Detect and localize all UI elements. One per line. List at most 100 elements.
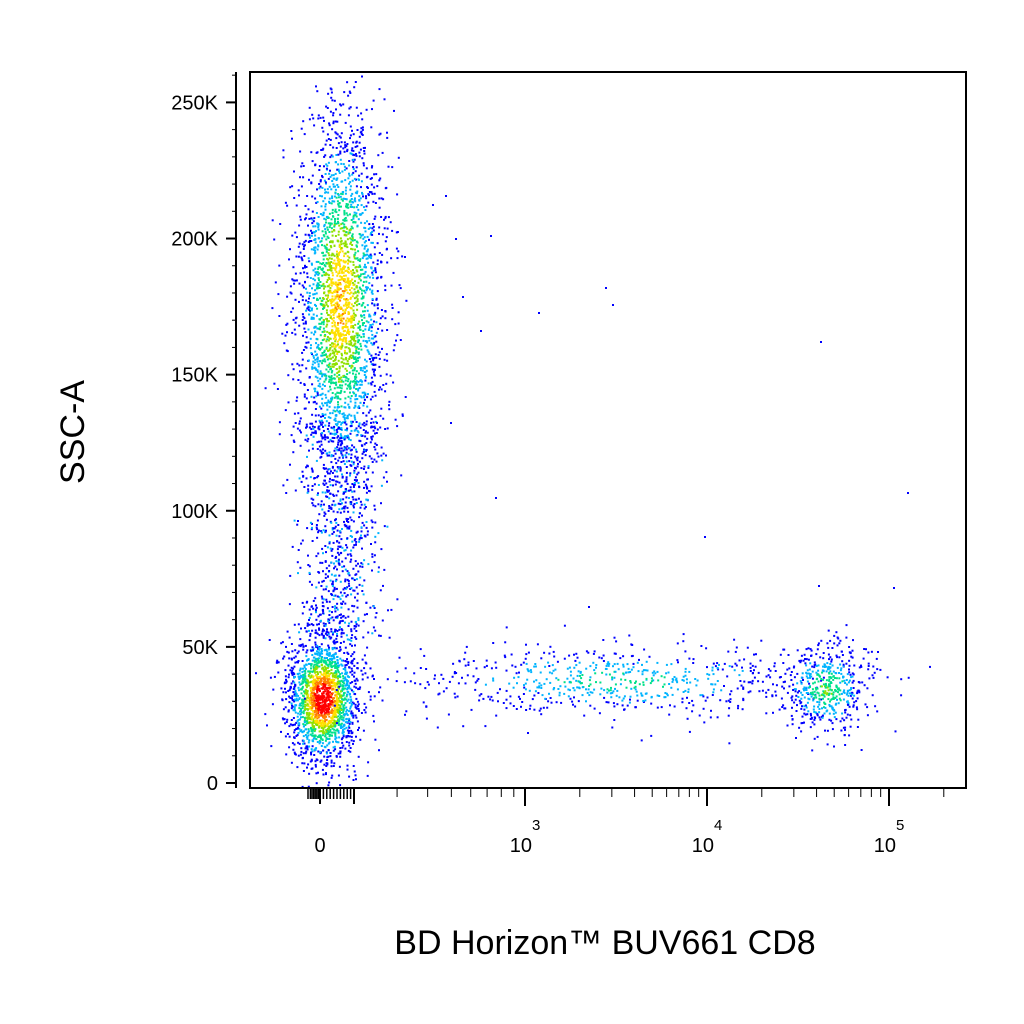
event-dot bbox=[358, 407, 361, 409]
event-dot bbox=[301, 730, 304, 733]
event-dot bbox=[339, 683, 342, 686]
event-dot bbox=[273, 382, 276, 385]
event-dot bbox=[336, 315, 339, 318]
event-dot bbox=[370, 417, 373, 420]
event-dot bbox=[359, 506, 362, 509]
event-dot bbox=[330, 700, 333, 702]
event-dot bbox=[591, 691, 594, 694]
event-dot bbox=[684, 650, 687, 653]
event-dot bbox=[286, 650, 289, 653]
event-dot bbox=[304, 734, 307, 736]
event-dot bbox=[350, 326, 352, 329]
event-dot bbox=[285, 492, 288, 494]
event-dot bbox=[310, 262, 313, 265]
event-dot bbox=[345, 203, 348, 205]
event-dot bbox=[354, 356, 357, 359]
event-dot bbox=[376, 263, 379, 266]
event-dot bbox=[309, 309, 311, 312]
event-dot bbox=[352, 362, 355, 364]
event-dot bbox=[310, 707, 313, 710]
event-dot bbox=[307, 734, 310, 737]
event-dot bbox=[365, 423, 368, 426]
event-dot bbox=[315, 697, 318, 699]
event-dot bbox=[327, 161, 330, 164]
event-dot bbox=[438, 692, 441, 695]
event-dot bbox=[331, 298, 334, 301]
event-dot bbox=[284, 334, 287, 337]
event-dot bbox=[353, 770, 356, 773]
event-dot bbox=[349, 228, 352, 231]
event-dot bbox=[321, 701, 324, 704]
event-dot bbox=[324, 265, 327, 268]
event-dot bbox=[323, 179, 326, 182]
event-dot bbox=[605, 673, 608, 676]
event-dot bbox=[336, 302, 339, 305]
event-dot bbox=[386, 329, 389, 331]
event-dot bbox=[350, 519, 353, 522]
event-dot bbox=[320, 268, 323, 271]
event-dot bbox=[327, 349, 329, 352]
event-dot bbox=[317, 363, 320, 366]
event-dot bbox=[298, 422, 301, 425]
event-dot bbox=[325, 698, 328, 701]
event-dot bbox=[330, 331, 332, 334]
event-dot bbox=[366, 396, 369, 399]
event-dot bbox=[316, 370, 319, 373]
event-dot bbox=[369, 177, 372, 180]
event-dot bbox=[324, 733, 327, 736]
event-dot bbox=[327, 366, 330, 368]
event-dot bbox=[357, 388, 360, 391]
event-dot bbox=[371, 192, 374, 195]
event-dot bbox=[622, 665, 625, 668]
event-dot bbox=[339, 642, 342, 644]
event-dot bbox=[326, 709, 328, 712]
event-dot bbox=[365, 195, 367, 198]
event-dot bbox=[633, 686, 636, 689]
event-dot bbox=[373, 192, 376, 195]
event-dot bbox=[289, 723, 292, 726]
event-dot bbox=[378, 226, 381, 229]
event-dot bbox=[351, 319, 354, 322]
event-dot bbox=[323, 292, 325, 295]
event-dot bbox=[593, 650, 596, 653]
event-dot bbox=[520, 705, 522, 708]
event-dot bbox=[379, 374, 382, 377]
event-dot bbox=[311, 174, 314, 177]
event-dot bbox=[536, 686, 539, 689]
event-dot bbox=[319, 326, 322, 329]
event-dot bbox=[327, 703, 330, 705]
event-dot bbox=[290, 657, 293, 660]
event-dot bbox=[370, 267, 373, 270]
event-dot bbox=[354, 682, 357, 685]
event-dot bbox=[362, 412, 365, 415]
event-dot bbox=[355, 388, 358, 390]
event-dot bbox=[342, 675, 345, 678]
event-dot bbox=[364, 146, 366, 149]
event-dot bbox=[344, 198, 347, 200]
event-dot bbox=[344, 397, 347, 400]
event-dot bbox=[353, 275, 356, 278]
event-dot bbox=[365, 706, 368, 709]
event-dot bbox=[579, 670, 582, 673]
event-dot bbox=[344, 687, 346, 690]
event-dot bbox=[338, 272, 341, 274]
event-dot bbox=[337, 697, 340, 700]
event-dot bbox=[310, 717, 313, 720]
event-dot bbox=[331, 674, 334, 677]
event-dot bbox=[324, 479, 326, 482]
event-dot bbox=[306, 690, 309, 693]
event-dot bbox=[327, 784, 330, 787]
event-dot bbox=[343, 223, 346, 226]
event-dot bbox=[353, 339, 355, 342]
event-dot bbox=[361, 75, 363, 78]
event-dot bbox=[283, 342, 286, 345]
event-dot bbox=[352, 305, 355, 308]
event-dot bbox=[300, 675, 303, 678]
event-dot bbox=[305, 397, 308, 400]
event-dot bbox=[338, 406, 341, 409]
event-dot bbox=[340, 278, 343, 281]
event-dot bbox=[340, 450, 343, 453]
event-dot bbox=[331, 684, 334, 687]
event-dot bbox=[367, 336, 370, 339]
event-dot bbox=[364, 393, 367, 396]
